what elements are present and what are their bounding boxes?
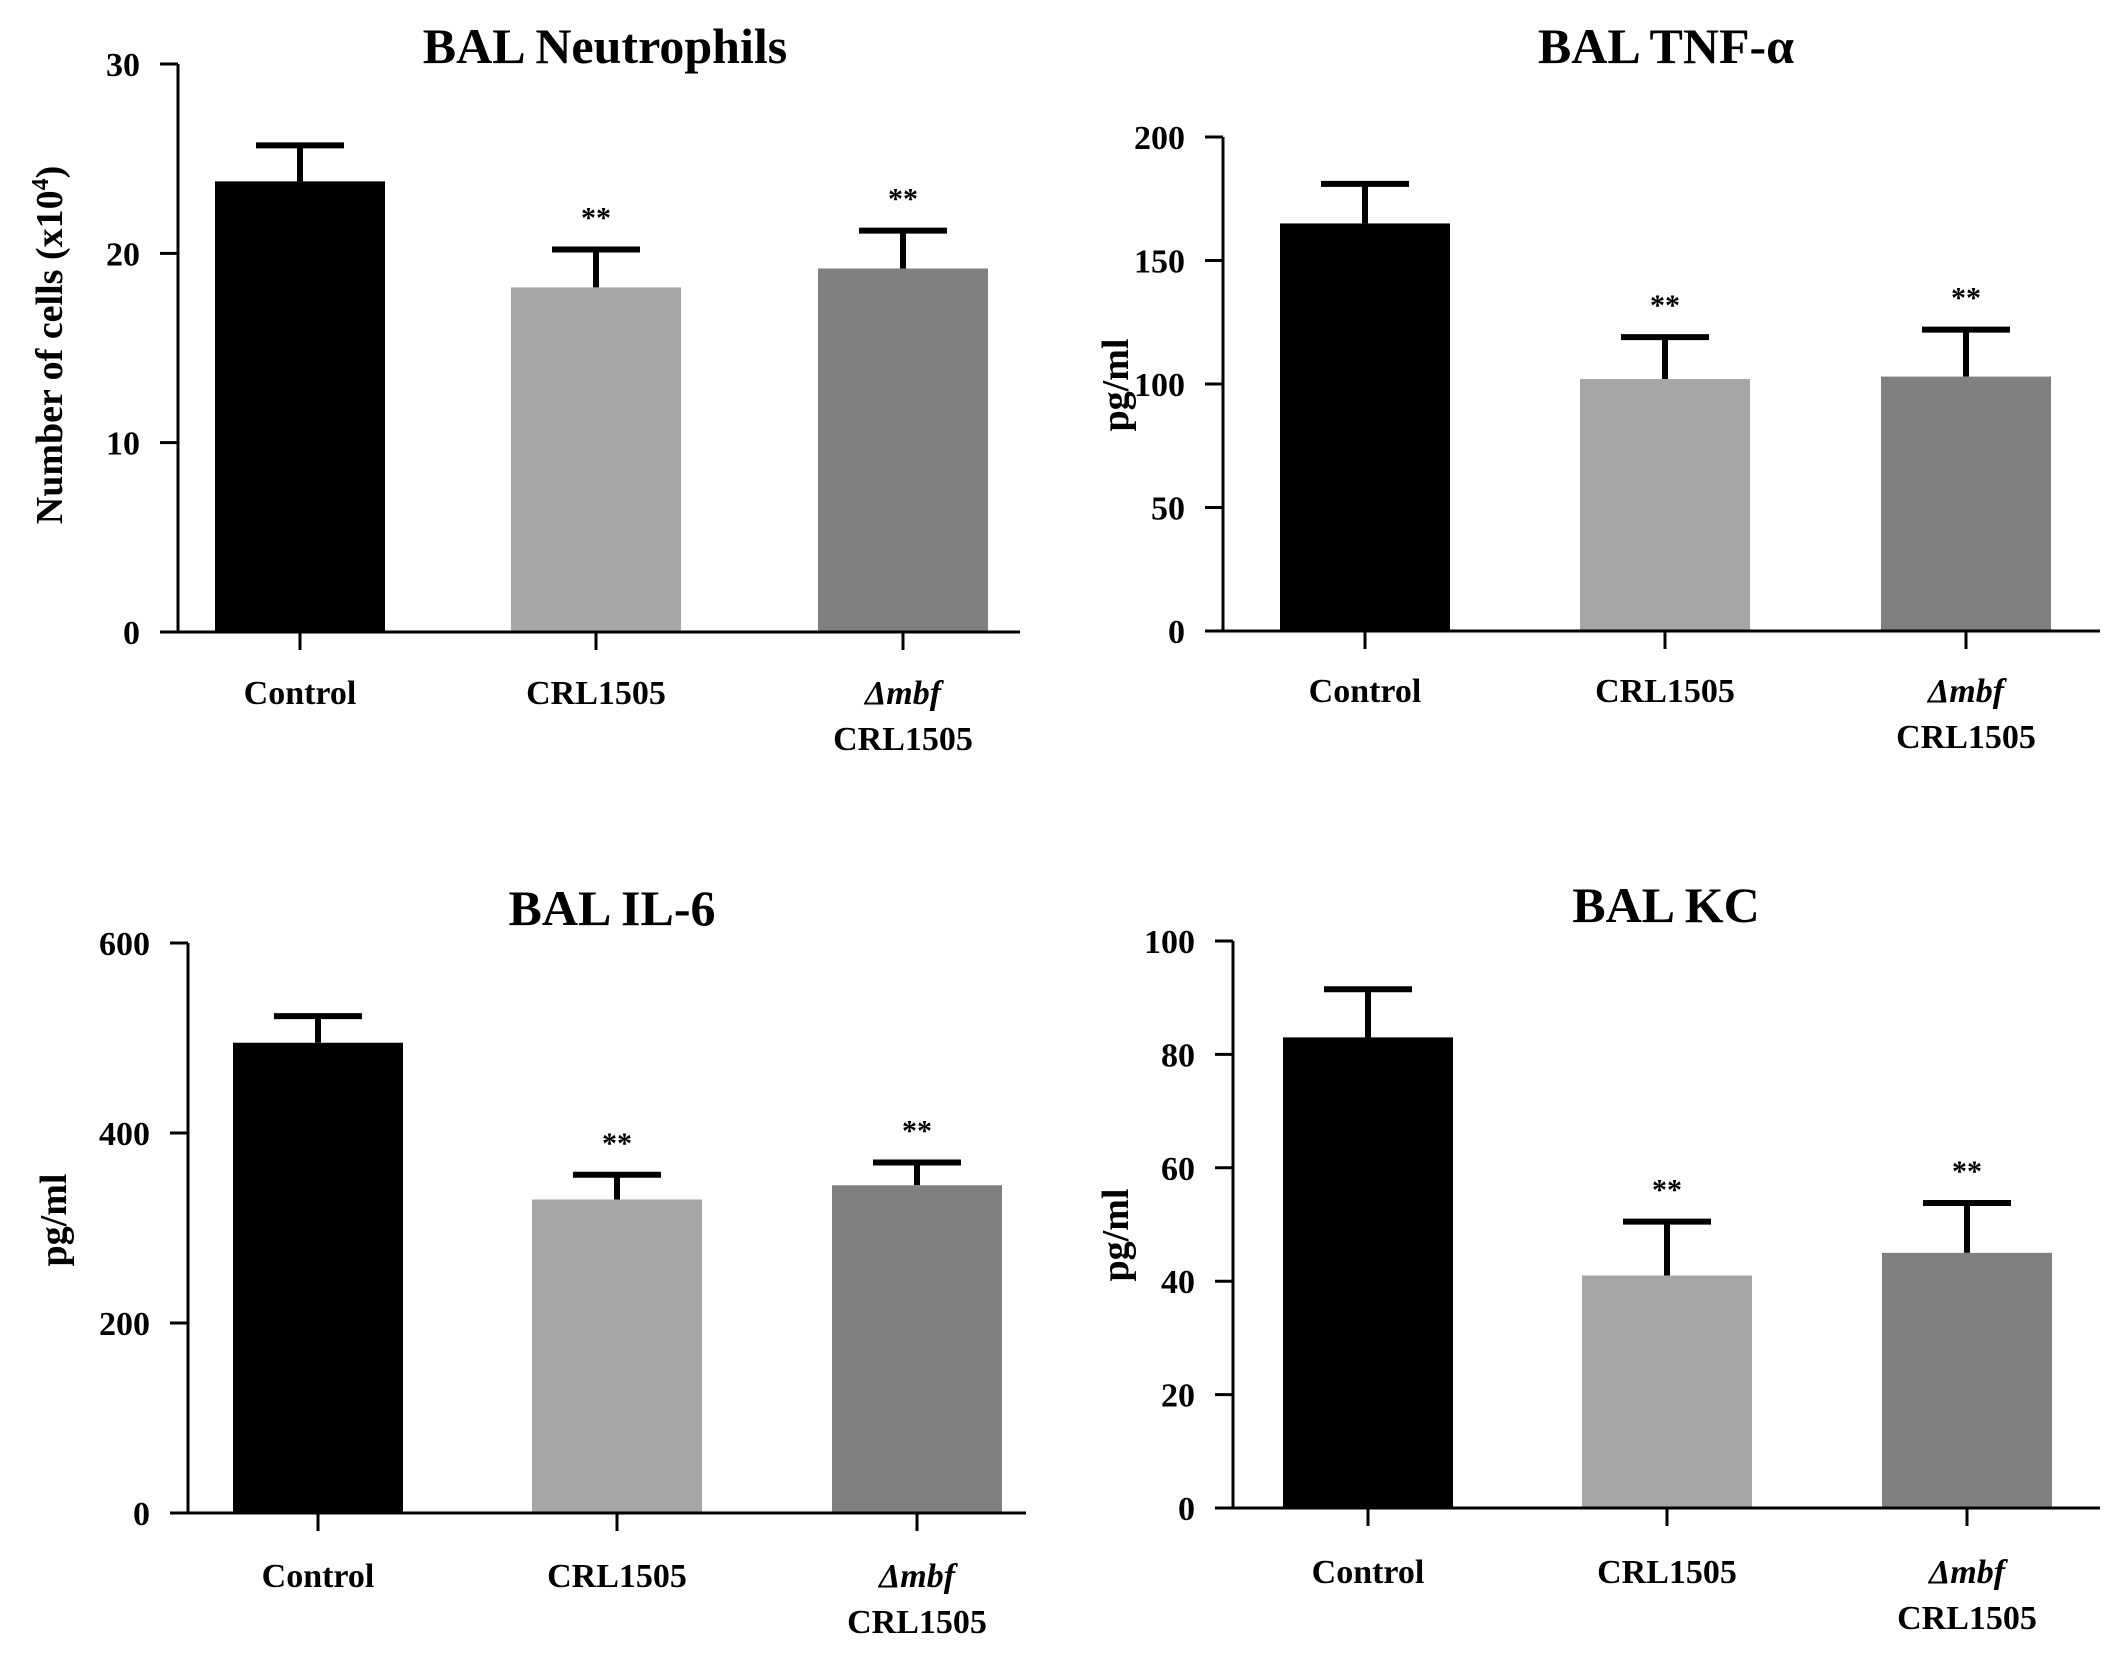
y-tick-label: 400 <box>99 1116 150 1153</box>
bar-2 <box>532 1199 702 1513</box>
chart-title: BAL TNF-α <box>1538 18 1794 74</box>
y-tick-label: 100 <box>1144 924 1195 961</box>
y-tick-label: 20 <box>1161 1378 1195 1415</box>
x-tick-label: Δmbf <box>877 1558 959 1595</box>
chart-title: BAL Neutrophils <box>423 18 787 74</box>
bar-3 <box>818 268 988 632</box>
chart-panel-1: BAL Neutrophils Number of cells (x104) Con… <box>28 18 1020 758</box>
y-tick-label: 60 <box>1161 1151 1195 1188</box>
y-tick-label: 150 <box>1134 244 1185 281</box>
bar-1 <box>215 181 385 633</box>
y-tick-label: 80 <box>1161 1037 1195 1074</box>
y-tick-label: 0 <box>1178 1491 1195 1528</box>
y-tick-label: 200 <box>1134 120 1185 157</box>
chart-title: BAL KC <box>1572 877 1760 933</box>
x-tick-label: CRL1505 <box>1897 1600 2037 1637</box>
y-tick-label: 30 <box>106 47 140 84</box>
significance-label: ** <box>602 1127 632 1160</box>
bar-2 <box>1580 379 1750 631</box>
y-axis-label-text: pg/ml <box>1095 339 1137 432</box>
y-tick-label: 10 <box>106 426 140 463</box>
x-tick-label: CRL1505 <box>1597 1554 1737 1591</box>
bar-2 <box>1582 1275 1752 1508</box>
y-axis-label-suffix: ) <box>29 166 71 179</box>
chart-panel-2: BAL TNF-α pg/ml Control ** CRL1505 ** Δmbf CRL1… <box>1095 18 2100 756</box>
x-tick-label: Control <box>1312 1554 1425 1591</box>
x-tick-label: CRL1505 <box>547 1558 687 1595</box>
x-tick-label: CRL1505 <box>833 721 973 758</box>
x-tick-label: Control <box>1309 673 1422 710</box>
x-tick-label: CRL1505 <box>1896 719 2036 756</box>
significance-label: ** <box>1652 1174 1682 1207</box>
significance-label: ** <box>1952 1155 1982 1188</box>
bar-3 <box>1882 1252 2052 1508</box>
y-tick-label: 100 <box>1134 367 1185 404</box>
bar-3 <box>832 1185 1002 1513</box>
significance-label: ** <box>1951 282 1981 315</box>
bar-1 <box>1280 223 1450 631</box>
y-axis-label-text: pg/ml <box>1095 1189 1137 1282</box>
x-tick-label: Δmbf <box>863 675 945 712</box>
y-axis-label-text: pg/ml <box>33 1174 75 1267</box>
significance-label: ** <box>1650 289 1680 322</box>
y-tick-label: 20 <box>106 236 140 273</box>
bar-1 <box>233 1042 403 1513</box>
y-tick-label: 50 <box>1151 491 1185 528</box>
chart-panel-3: BAL IL-6 pg/ml Control ** CRL1505 ** Δmbf CRL15… <box>33 880 1026 1641</box>
x-tick-label: CRL1505 <box>1595 673 1735 710</box>
y-tick-label: 200 <box>99 1306 150 1343</box>
y-axis-label: Number of cells (x104) <box>28 166 71 525</box>
x-tick-label: Δmbf <box>1926 673 2008 710</box>
y-tick-label: 0 <box>133 1496 150 1533</box>
x-tick-label: CRL1505 <box>847 1604 987 1641</box>
significance-label: ** <box>581 202 611 235</box>
y-tick-label: 0 <box>1168 614 1185 651</box>
y-axis-label: pg/ml <box>1095 1189 1137 1282</box>
chart-title: BAL IL-6 <box>508 880 715 936</box>
y-tick-label: 600 <box>99 926 150 963</box>
y-tick-label: 0 <box>123 615 140 652</box>
x-tick-label: Control <box>244 675 357 712</box>
bar-1 <box>1283 1037 1453 1508</box>
significance-label: ** <box>888 183 918 216</box>
chart-panel-4: BAL KC pg/ml Control ** CRL1505 ** Δmbf CRL1505… <box>1095 877 2100 1637</box>
y-tick-label: 40 <box>1161 1264 1195 1301</box>
y-axis-label: pg/ml <box>1095 339 1137 432</box>
y-axis-label-text: Number of cells (x10 <box>29 190 71 524</box>
bar-3 <box>1881 376 2051 631</box>
significance-label: ** <box>902 1114 932 1147</box>
y-axis-label-superscript: 4 <box>28 178 54 190</box>
y-axis-label: pg/ml <box>33 1174 75 1267</box>
x-tick-label: Δmbf <box>1927 1554 2009 1591</box>
bar-2 <box>511 287 681 632</box>
x-tick-label: CRL1505 <box>526 675 666 712</box>
x-tick-label: Control <box>262 1558 375 1595</box>
